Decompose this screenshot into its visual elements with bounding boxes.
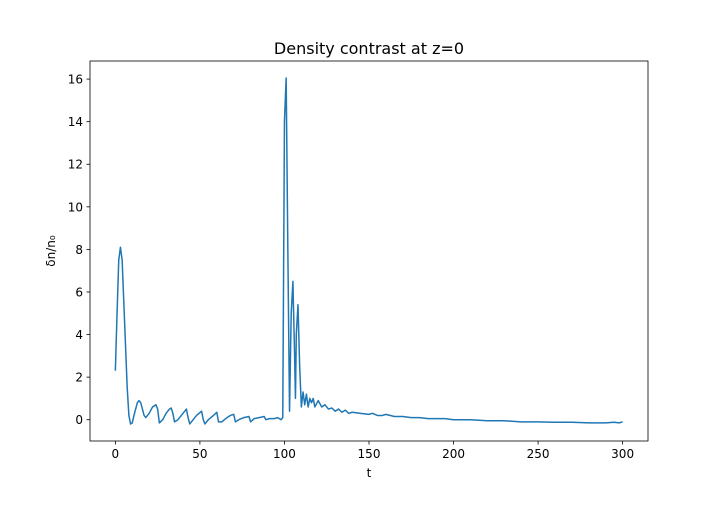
x-tick-label: 250 — [527, 447, 550, 461]
y-tick-label: 2 — [75, 371, 83, 385]
x-axis-label: t — [367, 466, 372, 480]
x-tick-label: 200 — [442, 447, 465, 461]
y-tick-label: 8 — [75, 243, 83, 257]
data-line — [114, 77, 623, 425]
x-tick-label: 0 — [112, 447, 120, 461]
x-tick-label: 150 — [358, 447, 381, 461]
x-tick-label: 300 — [611, 447, 634, 461]
y-axis-label: δn/n₀ — [44, 235, 58, 267]
chart-title: Density contrast at z=0 — [274, 39, 464, 58]
plot-frame — [89, 60, 649, 442]
x-tick-label: 100 — [273, 447, 296, 461]
y-tick-label: 0 — [75, 413, 83, 427]
y-tick-label: 10 — [68, 200, 83, 214]
y-tick-label: 4 — [75, 328, 83, 342]
y-tick-label: 6 — [75, 285, 83, 299]
x-tick-label: 50 — [192, 447, 207, 461]
y-tick-label: 14 — [68, 115, 83, 129]
y-tick-label: 12 — [68, 158, 83, 172]
y-tick-label: 16 — [68, 73, 83, 87]
